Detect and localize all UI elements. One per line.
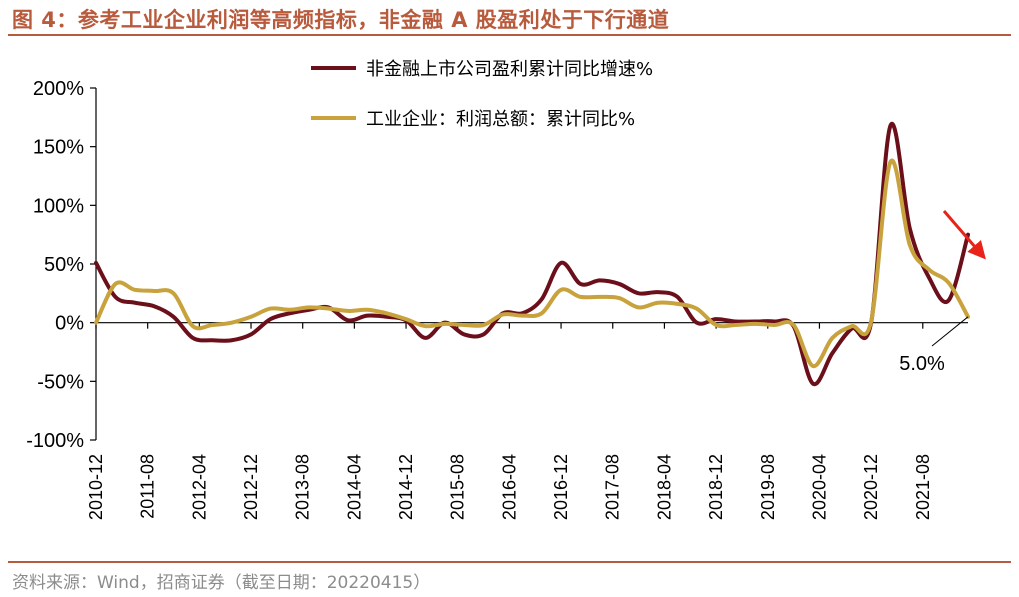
trend-arrow-icon: [942, 210, 986, 260]
x-tick-label: 2014-04: [344, 454, 364, 520]
x-tick-label: 2020-12: [861, 454, 881, 520]
legend-label: 非金融上市公司盈利累计同比增速%: [366, 59, 653, 80]
x-tick-label: 2015-08: [448, 454, 468, 520]
chart-annotations: 5.0%: [899, 210, 986, 375]
x-tick-label: 2020-04: [809, 454, 829, 520]
x-tick-label: 2018-04: [654, 454, 674, 520]
x-tick-label: 2012-04: [189, 454, 209, 520]
series-lines: [94, 121, 970, 387]
y-tick-label: 150%: [33, 137, 84, 159]
y-tick-label: 200%: [33, 78, 84, 100]
x-tick-label: 2019-08: [758, 454, 778, 520]
x-tick-label: 2013-08: [293, 454, 313, 520]
x-tick-label: 2011-08: [138, 454, 158, 519]
y-tick-label: -50%: [37, 371, 84, 393]
chart-legend: 非金融上市公司盈利累计同比增速% 工业企业：利润总额：累计同比%: [311, 59, 653, 130]
source-note: 资料来源：Wind，招商证券（截至日期：20220415）: [12, 573, 431, 593]
series-nonfinancial-line: [94, 121, 970, 387]
y-tick-label: -100%: [26, 430, 84, 452]
series-industrial-line: [94, 158, 970, 369]
legend-label: 工业企业：利润总额：累计同比%: [366, 109, 635, 130]
x-tick-label: 2010-12: [86, 454, 106, 520]
x-tick-label: 2018-12: [706, 454, 726, 520]
y-tick-label: 50%: [44, 254, 84, 276]
x-tick-label: 2017-08: [603, 454, 623, 520]
y-tick-label: 0%: [55, 313, 84, 335]
chart-axes: -100% -50% 0% 50% 100% 150% 200% 2010-12 2011-08…: [26, 78, 968, 520]
title-rule: [8, 34, 1011, 36]
annotation-leader-line: [931, 316, 969, 347]
y-tick-label: 100%: [33, 195, 84, 217]
x-tick-label: 2016-04: [499, 454, 519, 520]
x-tick-label: 2012-12: [241, 454, 261, 520]
x-tick-label: 2016-12: [551, 454, 571, 520]
annotation-label: 5.0%: [899, 353, 945, 375]
x-tick-label: 2021-08: [913, 454, 933, 520]
figure-title: 图 4：参考工业企业利润等高频指标，非金融 A 股盈利处于下行通道: [12, 8, 670, 32]
x-tick-label: 2014-12: [396, 454, 416, 520]
footer-rule: [8, 561, 1011, 563]
